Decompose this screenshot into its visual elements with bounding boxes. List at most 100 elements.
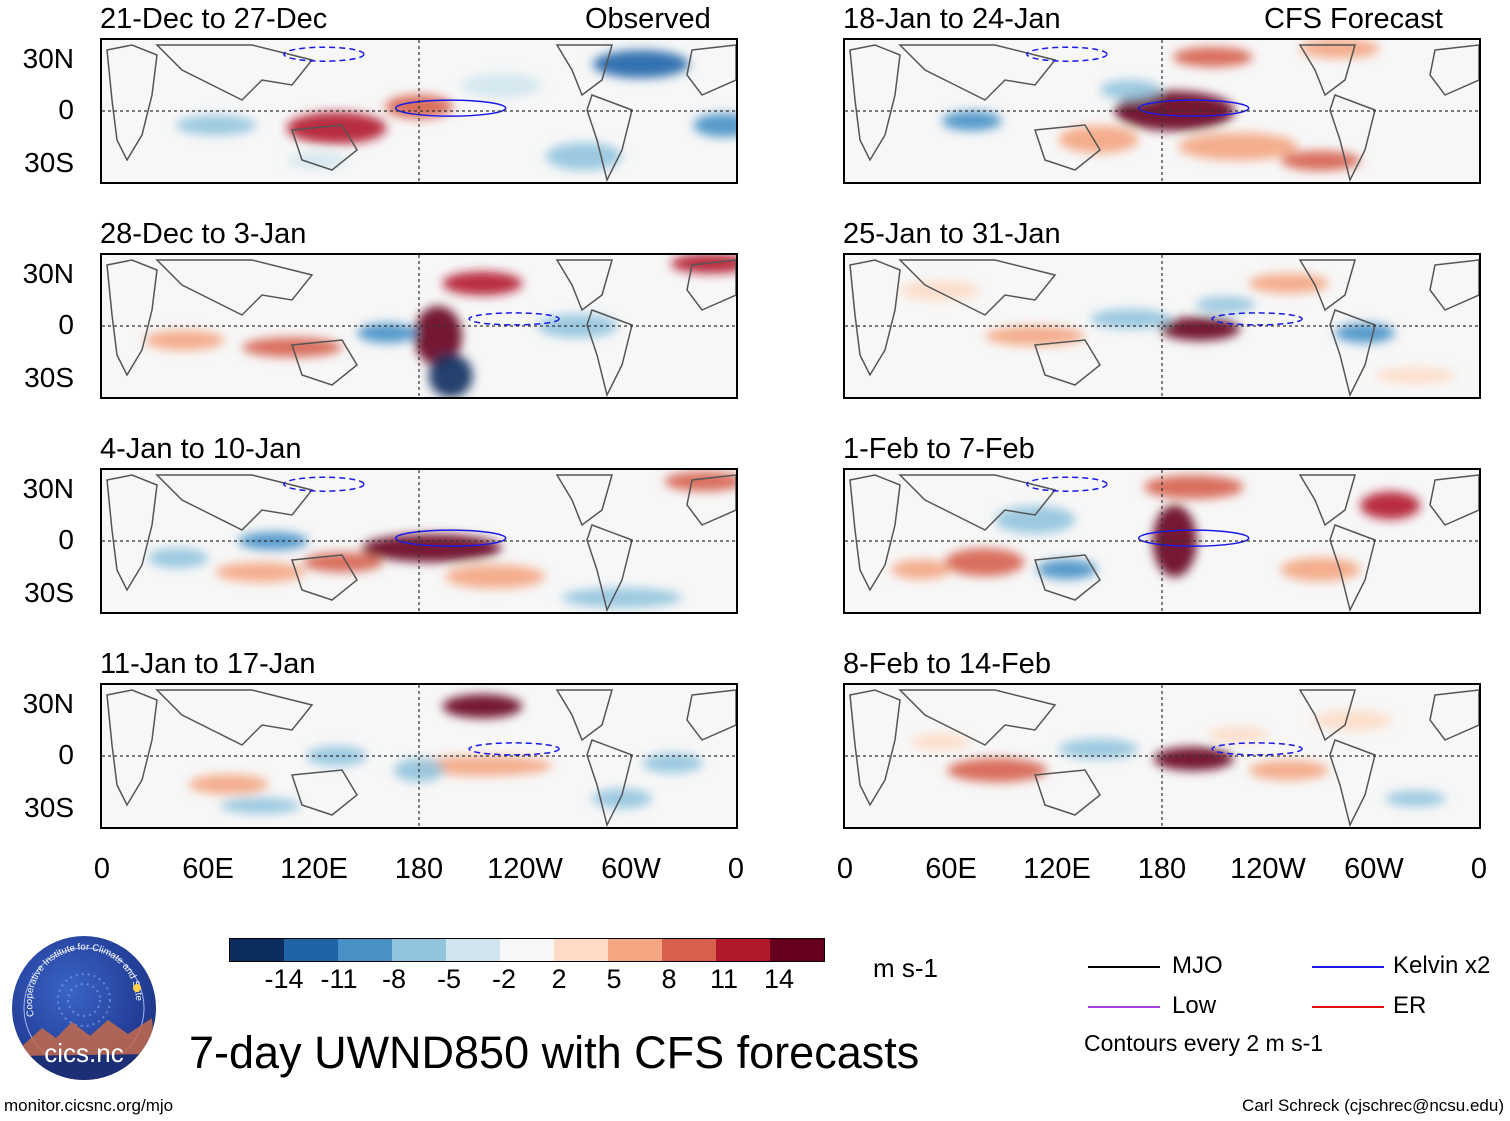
footer-credit: Carl Schreck (cjschrec@ncsu.edu) <box>1242 1096 1504 1115</box>
y-tick-label: 30S <box>24 577 74 608</box>
coastline <box>1429 44 1479 96</box>
legend-line-mjo <box>1088 966 1160 968</box>
kelvin-contour <box>1211 312 1303 326</box>
anomaly-field <box>845 470 1479 612</box>
anomaly-region <box>591 788 652 809</box>
anomaly-region <box>944 548 1025 577</box>
kelvin-contour <box>1026 46 1108 62</box>
coastline <box>290 769 358 816</box>
coastline <box>686 689 736 741</box>
kelvin-contour <box>394 529 507 547</box>
anomaly-region <box>1058 125 1139 154</box>
anomaly-region <box>1280 557 1361 582</box>
map-panel <box>843 468 1481 614</box>
coastline <box>1329 309 1376 397</box>
coastline <box>849 474 901 592</box>
colorbar-tick: -2 <box>491 964 516 994</box>
anomaly-region <box>1248 760 1329 781</box>
x-tick-label: 60W <box>601 853 661 885</box>
y-tick-label: 30S <box>24 362 74 393</box>
svg-text:Cooperative Institute for Clim: Cooperative Institute for Climate and Sa… <box>12 936 144 1018</box>
coastline <box>1329 94 1376 182</box>
colorbar-swatch <box>446 939 500 961</box>
anomaly-region <box>941 110 1002 131</box>
anomaly-region <box>1375 367 1456 384</box>
anomaly-field <box>845 40 1479 182</box>
kelvin-contour <box>1211 742 1303 756</box>
panel-title: 21-Dec to 27-Dec <box>100 3 328 35</box>
coastline <box>1429 689 1479 741</box>
colorbar-tick: -5 <box>436 964 461 994</box>
coastline <box>1329 524 1376 612</box>
map-panel <box>843 38 1481 184</box>
colorbar-tick: 2 <box>551 964 567 994</box>
coastline <box>586 524 633 612</box>
coastline <box>586 94 633 182</box>
panel-title: 18-Jan to 24-Jan <box>843 3 1061 35</box>
kelvin-contour <box>283 46 365 62</box>
coastline <box>155 474 314 531</box>
anomaly-region <box>1385 790 1446 807</box>
colorbar-tick: -8 <box>381 964 406 994</box>
kelvin-contour <box>394 99 507 117</box>
y-tick-label: 30N <box>22 473 74 504</box>
coastline <box>1329 739 1376 827</box>
coastline <box>849 259 901 377</box>
coastline <box>1298 474 1356 527</box>
coastline <box>898 259 1057 316</box>
panel-title: 25-Jan to 31-Jan <box>843 218 1061 250</box>
footer-url[interactable]: monitor.cicsnc.org/mjo <box>4 1096 174 1115</box>
anomaly-region <box>220 797 301 814</box>
colorbar-swatch <box>716 939 770 961</box>
y-tick-label: 30S <box>24 792 74 823</box>
panel-title: 4-Jan to 10-Jan <box>100 433 302 465</box>
colorbar-swatch <box>554 939 608 961</box>
panel-title: 1-Feb to 7-Feb <box>843 433 1035 465</box>
anomaly-region <box>891 559 952 580</box>
coastline <box>1033 124 1101 171</box>
anomaly-region <box>188 774 269 795</box>
y-tick-label: 30N <box>22 258 74 289</box>
anomaly-field <box>102 255 736 397</box>
kelvin-contour <box>468 742 560 756</box>
colorbar-units: m s-1 <box>873 953 938 983</box>
anomaly-region <box>1100 79 1161 100</box>
anomaly-region <box>361 534 502 563</box>
coastline <box>555 689 613 742</box>
anomaly-region <box>1248 273 1329 294</box>
map-panel <box>100 38 738 184</box>
anomaly-region <box>1058 738 1139 759</box>
anomaly-region <box>286 112 387 145</box>
colorbar-tick: 11 <box>709 964 739 994</box>
anomaly-field <box>102 40 736 182</box>
x-tick-label: 180 <box>1137 853 1187 885</box>
x-tick-label: 120E <box>280 853 348 885</box>
x-tick-label: 120W <box>1230 853 1306 885</box>
x-tick-label: 120E <box>1023 853 1091 885</box>
coastline <box>586 739 633 827</box>
anomaly-region <box>592 50 689 79</box>
y-tick-label: 30N <box>22 43 74 74</box>
legend-label-kelvin: Kelvin x2 <box>1393 952 1491 979</box>
coastline <box>155 259 314 316</box>
y-tick-label: 30N <box>22 688 74 719</box>
colorbar-swatch <box>392 939 446 961</box>
cics-logo: Cooperative Institute for Climate and Sa… <box>12 936 156 1080</box>
anomaly-region <box>664 471 736 492</box>
colorbar-swatch <box>770 939 824 961</box>
anomaly-region <box>1280 150 1361 171</box>
contour-note: Contours every 2 m s-1 <box>1084 1030 1324 1056</box>
anomaly-region <box>642 753 703 774</box>
anomaly-region <box>1160 316 1241 341</box>
anomaly-region <box>561 587 682 608</box>
anomaly-region <box>445 564 546 589</box>
y-tick-label: 0 <box>58 524 74 555</box>
colorbar-swatch <box>500 939 554 961</box>
coastline <box>849 44 901 162</box>
coastline <box>106 689 158 807</box>
anomaly-field <box>102 685 736 827</box>
legend-label-low: Low <box>1172 992 1217 1019</box>
coastline <box>686 474 736 526</box>
colorbar-tick: -11 <box>320 964 358 994</box>
anomaly-region <box>1360 491 1421 520</box>
